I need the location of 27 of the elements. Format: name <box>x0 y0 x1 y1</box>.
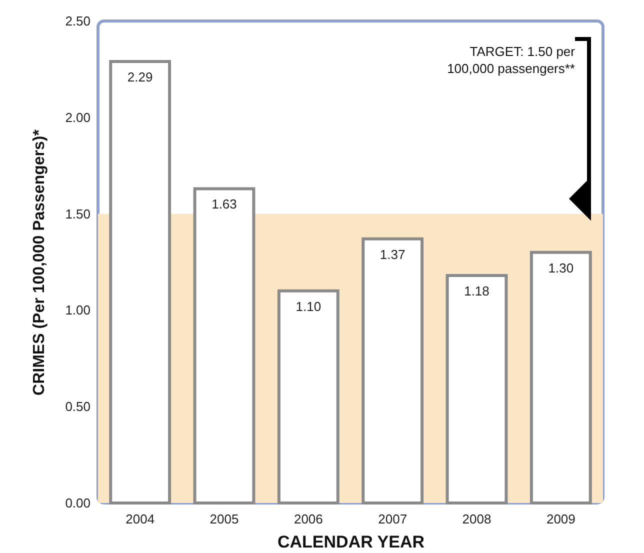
y-tick-label: 0.50 <box>65 399 90 414</box>
y-tick-label: 2.50 <box>65 14 90 28</box>
data-label: 1.63 <box>212 196 237 212</box>
y-tick-label: 0.00 <box>65 496 90 510</box>
data-label: 1.37 <box>380 246 406 262</box>
data-label: 1.10 <box>296 298 322 314</box>
x-tick-label: 2009 <box>546 512 576 526</box>
bar <box>109 60 172 504</box>
x-tick-label: 2008 <box>462 512 492 526</box>
x-tick-label: 2006 <box>294 512 323 526</box>
bar <box>277 289 340 504</box>
x-tick-label: 2004 <box>126 512 155 526</box>
y-tick-label: 1.00 <box>65 302 90 318</box>
x-tick-label: 2007 <box>378 512 408 526</box>
bar <box>193 187 256 504</box>
data-label: 2.29 <box>127 69 153 84</box>
data-label: 1.18 <box>464 283 490 298</box>
bar <box>530 250 592 504</box>
annotation: TARGET: 1.50 per 100,000 passengers** <box>447 44 576 76</box>
x-axis-title: CALENDAR YEAR <box>277 532 425 552</box>
y-tick-label: 2.00 <box>65 110 90 125</box>
data-label: 1.30 <box>548 260 574 276</box>
bar <box>362 237 424 504</box>
y-axis-title: CRIMES (Per 100,000 Passengers)* <box>31 128 48 396</box>
bar <box>446 274 508 504</box>
y-tick-label: 1.50 <box>65 206 90 222</box>
x-tick-label: 2005 <box>210 512 239 526</box>
